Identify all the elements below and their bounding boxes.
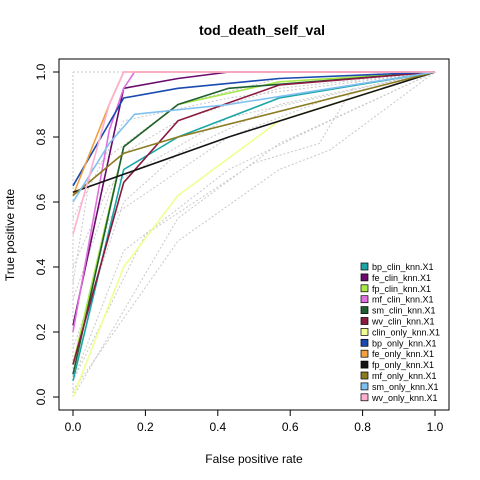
legend-swatch-clin_only_knn.X1	[360, 328, 369, 336]
legend-swatch-mf_clin_knn.X1	[360, 295, 369, 304]
legend-swatch-bp_only_knn.X1	[360, 338, 369, 347]
series-line-fp_only_knn.X1	[72, 71, 436, 194]
legend-label-fp_only_knn.X1: fp_only_knn.X1	[372, 360, 434, 370]
legend: bp_clin_knn.X1fe_clin_knn.X1fp_clin_knn.…	[354, 257, 448, 407]
y-tick-label: 0.8	[34, 128, 48, 145]
series-line-sm_only_knn.X1	[72, 71, 436, 203]
y-tick-label: 0.0	[34, 388, 48, 405]
legend-swatch-fp_only_knn.X1	[360, 360, 369, 369]
y-tick-label: 0.6	[34, 193, 48, 210]
legend-label-bp_clin_knn.X1: bp_clin_knn.X1	[372, 262, 434, 272]
series-line-bp_only_knn.X1	[72, 71, 436, 187]
legend-label-mf_clin_knn.X1: mf_clin_knn.X1	[372, 295, 434, 305]
legend-swatch-wv_clin_knn.X1	[360, 317, 369, 325]
legend-label-wv_clin_knn.X1: wv_clin_knn.X1	[371, 317, 435, 327]
x-tick-label: 1.0	[427, 420, 444, 434]
y-tick-label: 1.0	[34, 63, 48, 80]
legend-swatch-mf_only_knn.X1	[360, 371, 369, 380]
legend-swatch-fe_clin_knn.X1	[360, 273, 369, 282]
y-tick-label: 0.4	[34, 258, 48, 275]
x-tick-label: 0.6	[282, 420, 299, 434]
series-line-mf_only_knn.X1	[72, 71, 436, 197]
legend-box	[354, 257, 448, 407]
legend-label-fe_only_knn.X1: fe_only_knn.X1	[372, 349, 434, 359]
legend-label-bp_only_knn.X1: bp_only_knn.X1	[372, 338, 437, 348]
background-curve-8	[72, 71, 436, 219]
series-line-wv_clin_knn.X1	[72, 71, 436, 365]
background-curve-3	[72, 71, 436, 349]
chart-title: tod_death_self_val	[199, 22, 325, 38]
series-line-wv_only_knn.X1	[72, 71, 435, 235]
x-tick-label: 0.2	[137, 420, 154, 434]
legend-label-fe_clin_knn.X1: fe_clin_knn.X1	[372, 273, 431, 283]
legend-swatch-fe_only_knn.X1	[360, 349, 369, 358]
legend-label-clin_only_knn.X1: clin_only_knn.X1	[372, 327, 440, 337]
legend-label-wv_only_knn.X1: wv_only_knn.X1	[371, 393, 438, 403]
legend-swatch-bp_clin_knn.X1	[360, 262, 369, 271]
y-tick-label: 0.2	[34, 323, 48, 340]
x-tick-label: 0.8	[354, 420, 371, 434]
background-curve-2	[72, 71, 436, 381]
background-curve-10	[72, 71, 436, 391]
background-curve-4	[72, 71, 436, 300]
legend-label-sm_clin_knn.X1: sm_clin_knn.X1	[372, 306, 436, 316]
x-tick-label: 0.0	[65, 420, 82, 434]
legend-swatch-fp_clin_knn.X1	[360, 284, 369, 293]
series-curves	[72, 71, 436, 398]
background-curve-9	[72, 71, 436, 268]
legend-label-sm_only_knn.X1: sm_only_knn.X1	[372, 382, 439, 392]
x-axis-label: False positive rate	[205, 452, 303, 466]
x-axis: 0.0 0.2 0.4 0.6 0.8 1.0	[65, 409, 444, 434]
legend-label-mf_only_knn.X1: mf_only_knn.X1	[372, 371, 437, 381]
x-tick-label: 0.4	[209, 420, 226, 434]
y-axis: 0.0 0.2 0.4 0.6 0.8 1.0	[34, 63, 60, 405]
legend-swatch-wv_only_knn.X1	[360, 393, 369, 402]
y-axis-label: True positive rate	[3, 189, 17, 282]
legend-swatch-sm_clin_knn.X1	[360, 306, 369, 314]
legend-swatch-sm_only_knn.X1	[360, 382, 369, 391]
legend-label-fp_clin_knn.X1: fp_clin_knn.X1	[372, 284, 431, 294]
